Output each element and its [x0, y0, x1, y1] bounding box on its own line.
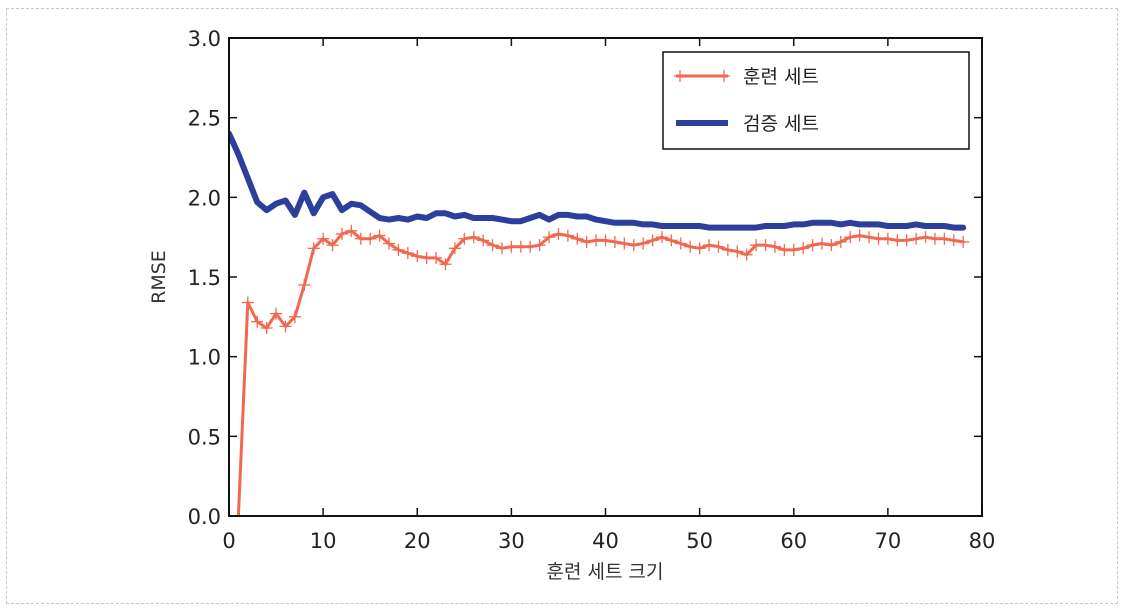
data-point-train — [232, 510, 245, 516]
data-point-train — [806, 239, 819, 252]
data-point-train — [401, 247, 414, 260]
x-tick-label: 20 — [404, 529, 431, 553]
legend-swatch-train-markers — [674, 70, 730, 82]
legend-marker-train — [674, 70, 686, 82]
data-point-train — [552, 227, 565, 240]
data-point-train — [834, 235, 847, 248]
data-point-train — [693, 242, 706, 255]
data-point-train — [317, 232, 330, 245]
data-point-train — [787, 243, 800, 256]
data-point-train — [533, 239, 546, 252]
data-point-train — [411, 250, 424, 263]
data-point-train — [938, 232, 951, 245]
data-point-train — [637, 237, 650, 250]
data-point-train — [721, 243, 734, 256]
x-axis-label: 훈련 세트 크기 — [547, 561, 664, 583]
data-point-train — [298, 278, 311, 291]
data-point-train — [288, 310, 301, 323]
data-point-train — [703, 239, 716, 252]
y-tick-label: 2.0 — [188, 186, 221, 210]
series-line-validation — [229, 130, 967, 231]
legend-label-train: 훈련 세트 — [743, 66, 819, 88]
y-tick-label: 0.5 — [188, 425, 221, 449]
data-point-train — [910, 232, 923, 245]
data-point-train — [467, 231, 480, 244]
legend-label-validation: 검증 세트 — [743, 113, 819, 135]
data-point-train — [373, 229, 386, 242]
data-point-train — [797, 242, 810, 255]
data-point-train — [430, 251, 443, 264]
data-point-train — [458, 232, 471, 245]
data-point-train — [618, 237, 631, 250]
data-point-train — [947, 234, 960, 247]
data-point-train — [863, 231, 876, 244]
legend: 훈련 세트 검증 세트 — [662, 51, 970, 150]
data-point-train — [844, 231, 857, 244]
x-tick-label: 0 — [222, 529, 235, 553]
data-point-train — [919, 231, 932, 244]
data-point-train — [759, 239, 772, 252]
legend-box — [662, 51, 970, 150]
data-point-train — [335, 227, 348, 240]
ticks-layer: 0 10 20 30 40 50 60 70 80 0.0 0.5 1.0 1.5 2.0 2.5 3.0 — [188, 27, 996, 553]
data-point-train — [740, 248, 753, 261]
x-tick-label: 30 — [498, 529, 525, 553]
y-tick-label: 2.5 — [188, 107, 221, 131]
data-point-train — [957, 235, 970, 248]
data-point-train — [825, 239, 838, 252]
data-point-train — [608, 235, 621, 248]
x-tick-label: 50 — [686, 529, 713, 553]
y-tick-label: 1.5 — [188, 266, 221, 290]
data-point-train — [815, 237, 828, 250]
data-point-train — [383, 237, 396, 250]
data-point-train — [646, 234, 659, 247]
series-layer — [229, 130, 970, 516]
data-point-train — [439, 258, 452, 271]
data-point-train — [655, 231, 668, 244]
data-point-train — [768, 240, 781, 253]
data-point-train — [364, 232, 377, 245]
data-point-train — [392, 243, 405, 256]
y-tick-label: 1.0 — [188, 346, 221, 370]
data-point-train — [599, 234, 612, 247]
data-point-train — [270, 307, 283, 320]
data-point-train — [881, 232, 894, 245]
data-point-train — [260, 321, 273, 334]
data-point-train — [665, 234, 678, 247]
data-point-train — [684, 240, 697, 253]
y-tick-label: 0.0 — [188, 505, 221, 529]
data-point-train — [448, 242, 461, 255]
x-tick-label: 60 — [780, 529, 807, 553]
data-point-train — [543, 231, 556, 244]
y-axis-label: RMSE — [148, 250, 170, 304]
data-point-train — [524, 240, 537, 253]
data-point-train — [251, 315, 264, 328]
data-point-train — [674, 237, 687, 250]
x-tick-label: 80 — [969, 529, 996, 553]
data-point-train — [627, 239, 640, 252]
data-point-train — [561, 229, 574, 242]
data-point-train — [712, 240, 725, 253]
x-tick-label: 10 — [310, 529, 337, 553]
y-tick-label: 3.0 — [188, 27, 221, 51]
legend-marker-train — [718, 70, 730, 82]
data-point-train — [853, 229, 866, 242]
data-point-train — [486, 239, 499, 252]
data-point-train — [307, 242, 320, 255]
data-point-train — [571, 232, 584, 245]
data-point-train — [900, 234, 913, 247]
data-point-train — [279, 320, 292, 333]
data-point-train — [326, 239, 339, 252]
data-point-train — [345, 224, 358, 237]
data-point-train — [241, 296, 254, 309]
data-point-train — [731, 245, 744, 258]
x-tick-label: 40 — [592, 529, 619, 553]
x-tick-label: 70 — [875, 529, 902, 553]
data-point-train — [495, 242, 508, 255]
data-point-train — [580, 235, 593, 248]
data-point-train — [477, 234, 490, 247]
